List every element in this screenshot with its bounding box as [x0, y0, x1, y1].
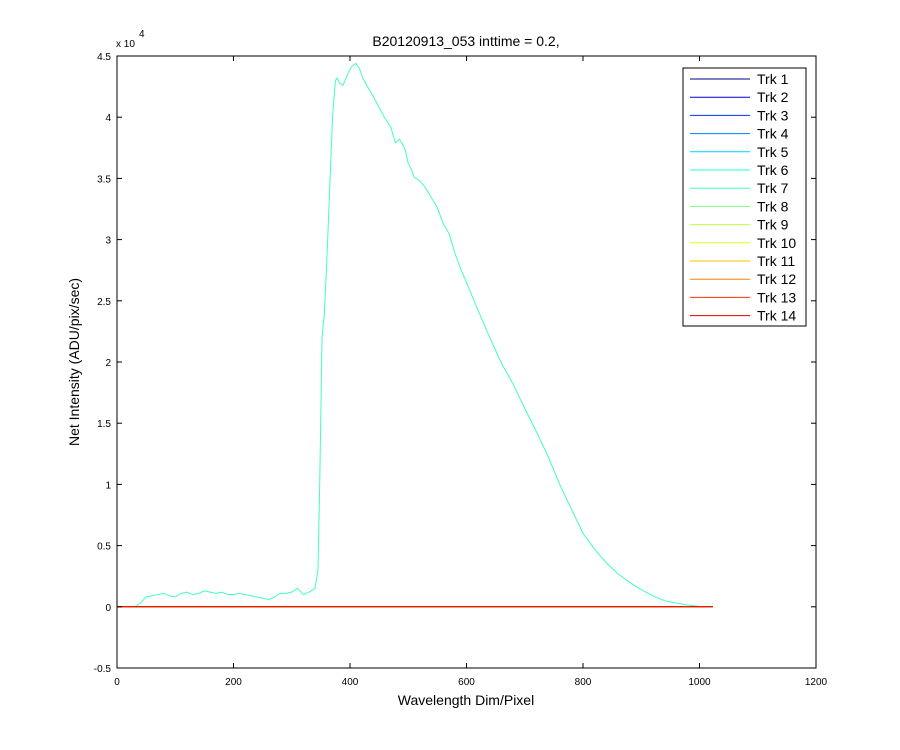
y-axis-label: Net Intensity (ADU/pix/sec)	[66, 278, 82, 446]
legend-entry: Trk 5	[690, 144, 789, 160]
legend-entry: Trk 8	[690, 198, 789, 214]
series-line-trk-7	[117, 62, 713, 608]
legend-label: Trk 1	[757, 71, 789, 87]
y-scale-multiplier: x 10	[116, 39, 135, 50]
legend-entry: Trk 13	[690, 289, 796, 305]
x-tick-label: 1200	[805, 677, 828, 688]
legend-label: Trk 5	[757, 144, 789, 160]
y-tick-label: 0.5	[97, 542, 111, 553]
y-scale-exponent: 4	[139, 29, 145, 40]
x-axis-ticks: 0 200 400 600 800 1000 1200	[114, 56, 828, 688]
y-tick-label: 0	[105, 603, 111, 614]
legend-box	[682, 67, 807, 327]
plot-lines	[117, 62, 713, 608]
x-tick-label: 0	[114, 677, 120, 688]
legend-label: Trk 2	[757, 89, 789, 105]
legend-entry: Trk 14	[690, 308, 796, 324]
legend-label: Trk 7	[757, 180, 789, 196]
legend-entry: Trk 2	[690, 89, 789, 105]
legend-entry: Trk 12	[690, 271, 796, 287]
legend-entry: Trk 7	[690, 180, 789, 196]
x-tick-label: 1000	[688, 677, 711, 688]
legend-label: Trk 14	[757, 308, 796, 324]
y-tick-label: 4.5	[97, 52, 111, 63]
legend-label: Trk 11	[757, 253, 795, 269]
y-axis-ticks: -0.5 0 0.5 1 1.5 2 2.5 3 3.5 4 4.5	[94, 52, 816, 675]
legend-entry: Trk 1	[690, 71, 789, 87]
legend-entry: Trk 9	[690, 217, 789, 233]
legend-entry: Trk 4	[690, 126, 789, 142]
y-tick-label: 2	[105, 358, 111, 369]
legend-entries: Trk 1 Trk 2 Trk 3 Trk 4 Trk 5 Trk 6 Trk 7 Trk 8…	[690, 71, 796, 324]
y-tick-label: -0.5	[94, 664, 112, 675]
legend-entry: Trk 10	[690, 235, 796, 251]
x-tick-label: 400	[342, 677, 359, 688]
y-tick-label: 3.5	[97, 174, 111, 185]
chart-title: B20120913_053 inttime = 0.2,	[372, 33, 559, 49]
y-tick-label: 3	[105, 236, 111, 247]
y-tick-label: 4	[105, 113, 111, 124]
legend-label: Trk 9	[757, 217, 789, 233]
legend-entry: Trk 6	[690, 162, 789, 178]
legend-label: Trk 12	[757, 271, 796, 287]
y-tick-label: 2.5	[97, 297, 111, 308]
y-tick-label: 1	[105, 480, 111, 491]
x-axis-label: Wavelength Dim/Pixel	[398, 692, 534, 708]
legend-label: Trk 8	[757, 198, 789, 214]
legend-label: Trk 3	[757, 107, 789, 123]
y-tick-label: 1.5	[97, 419, 111, 430]
x-tick-label: 200	[225, 677, 242, 688]
legend-label: Trk 4	[757, 126, 789, 142]
legend-label: Trk 6	[757, 162, 789, 178]
legend: Trk 1 Trk 2 Trk 3 Trk 4 Trk 5 Trk 6 Trk 7 Trk 8…	[682, 67, 807, 327]
legend-label: Trk 13	[757, 289, 796, 305]
legend-entry: Trk 11	[690, 253, 795, 269]
legend-label: Trk 10	[757, 235, 796, 251]
x-tick-label: 600	[458, 677, 475, 688]
legend-entry: Trk 3	[690, 107, 789, 123]
x-tick-label: 800	[575, 677, 592, 688]
